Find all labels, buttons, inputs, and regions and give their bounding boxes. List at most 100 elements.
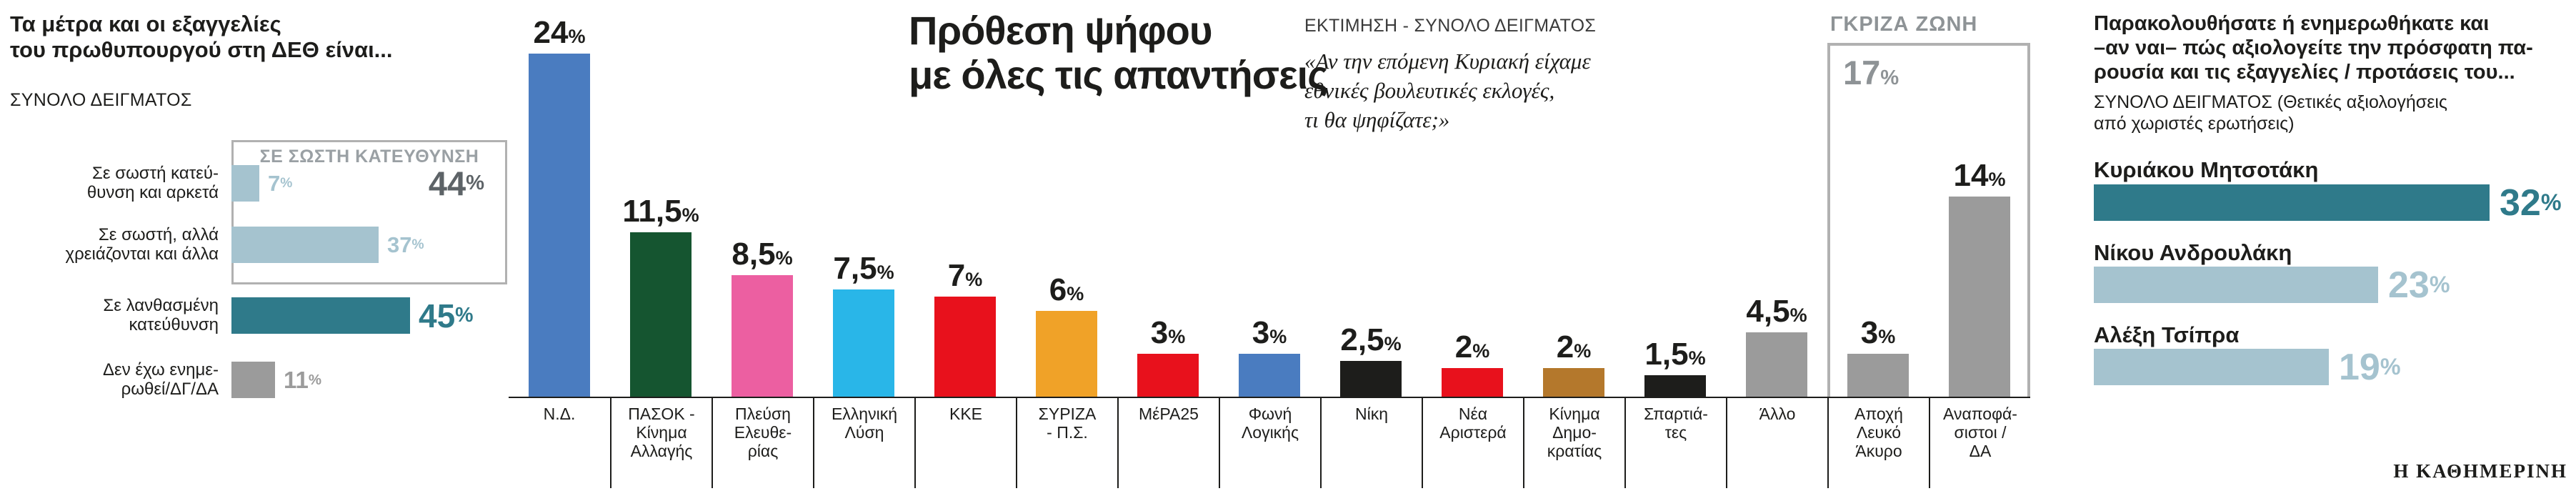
party-value-label: 2% [1557, 332, 1592, 363]
party-column: 2,5% [1320, 324, 1422, 397]
left-sample-label: ΣΥΝΟΛΟ ΔΕΙΓΜΑΤΟΣ [10, 90, 192, 110]
politician-label: Νίκου Ανδρουλάκη [2094, 240, 2292, 265]
party-column: 7,5% [813, 253, 914, 397]
right-chart-title: Παρακολουθήσατε ή ενημερωθήκατε και –αν … [2094, 12, 2533, 84]
party-bar [1543, 368, 1604, 397]
percent-sign: % [682, 204, 699, 226]
party-label: ΜέΡΑ25 [1117, 398, 1219, 488]
percent-sign: % [568, 26, 586, 47]
party-bar [1340, 361, 1402, 397]
party-label: Φωνή Λογικής [1219, 398, 1320, 488]
value-number: 24 [533, 15, 569, 50]
answer-value-label: 7% [268, 165, 292, 202]
answer-value-label: 37% [387, 227, 424, 263]
percent-sign: % [1688, 347, 1706, 369]
party-bar [732, 275, 793, 397]
party-label: Ν.Δ. [543, 405, 576, 423]
party-column: 8,5% [712, 239, 813, 397]
party-column: 3% [1117, 317, 1219, 397]
main-chart-subtitle: ΕΚΤΙΜΗΣΗ - ΣΥΝΟΛΟ ΔΕΙΓΜΑΤΟΣ [1304, 16, 1597, 36]
percent-sign: % [411, 237, 424, 252]
party-column: 2% [1422, 332, 1523, 397]
party-value-label: 2,5% [1340, 324, 1401, 356]
value-number: 23 [2388, 264, 2430, 306]
percent-sign: % [877, 262, 894, 283]
party-label: Κίνημα Δημο- κρατίας [1523, 398, 1624, 488]
party-bar [1137, 354, 1199, 397]
answer-bar [231, 165, 259, 202]
answer-label: Σε λανθασμένη κατεύθυνση [103, 296, 219, 334]
percent-sign: % [1168, 326, 1186, 347]
percent-sign: % [2429, 272, 2450, 297]
right-sample-label: ΣΥΝΟΛΟ ΔΕΙΓΜΑΤΟΣ (Θετικές αξιολογήσεις α… [2094, 92, 2447, 134]
percent-sign: % [1878, 326, 1896, 347]
newspaper-logo: Η ΚΑΘΗΜΕΡΙΝΗ [2393, 460, 2567, 482]
percent-sign: % [455, 304, 474, 327]
party-column: 11,5% [610, 196, 712, 397]
politician-bar [2094, 267, 2378, 303]
value-number: 11 [284, 366, 309, 393]
percent-sign: % [775, 247, 793, 269]
percent-sign: % [1067, 283, 1084, 304]
party-bar [833, 289, 894, 397]
value-number: 37 [387, 232, 412, 257]
party-label: Πλεύση Ελευθε- ρίας [712, 398, 813, 488]
percent-sign: % [1880, 66, 1899, 89]
party-column: 3% [1219, 317, 1320, 397]
party-value-label: 3% [1151, 317, 1186, 349]
party-column: 24% [509, 17, 610, 397]
party-value-label: 1,5% [1644, 339, 1705, 370]
poll-question: «Αν την επόμενη Κυριακή είχαμε εθνικές β… [1304, 49, 1591, 132]
party-column: 7% [914, 260, 1016, 397]
percent-sign: % [308, 371, 322, 388]
value-number: 2,5 [1340, 322, 1384, 357]
value-number: 3 [1860, 315, 1879, 350]
percent-sign: % [965, 269, 983, 290]
answer-label: Δεν έχω ενημε- ρωθεί/ΔΓ/ΔΑ [102, 360, 219, 399]
party-label: Νέα Αριστερά [1422, 398, 1523, 488]
answer-label: Σε σωστή κατεύ- θυνση και αρκετά [86, 164, 219, 202]
percent-sign: % [2380, 354, 2401, 380]
gray-zone-label: ΓΚΡΙΖΑ ΖΩΝΗ [1830, 13, 1978, 36]
right-direction-group-label: ΣΕ ΣΩΣΤΗ ΚΑΤΕΥΘΥΝΣΗ [259, 147, 479, 167]
party-bar [1644, 375, 1706, 397]
percent-sign: % [1384, 333, 1402, 354]
gray-zone-box [1827, 43, 2030, 397]
value-number: 3 [1150, 315, 1169, 350]
percent-sign: % [1574, 340, 1592, 362]
party-label: ΠΑΣΟΚ - Κίνημα Αλλαγής [610, 398, 712, 488]
main-chart-columns: 24% 11,5% 8,5% 7,5% 7% 6% 3% 3% 2,5% 2% 2% 1,5% 4,5%… [509, 0, 2030, 397]
party-value-label: 3% [1861, 317, 1896, 349]
main-chart-labels: Ν.Δ. ΠΑΣΟΚ - Κίνημα Αλλαγής Πλεύση Ελευθε-… [509, 397, 2030, 488]
party-column: 2% [1523, 332, 1624, 397]
party-label: Νίκη [1320, 398, 1422, 488]
percent-sign: % [1988, 169, 2006, 190]
party-bar [1442, 368, 1503, 397]
party-column: 3% [1827, 317, 1929, 397]
party-label: ΚΚΕ [914, 398, 1016, 488]
party-value-label: 7% [948, 260, 983, 292]
party-label: Σπαρτιά- τες [1624, 398, 1726, 488]
politician-label: Κυριάκου Μητσοτάκη [2094, 157, 2319, 182]
value-number: 6 [1049, 272, 1067, 307]
party-label: Αποχή Λευκό Άκυρο [1827, 398, 1929, 488]
party-bar [529, 54, 590, 397]
party-value-label: 14% [1954, 160, 2006, 192]
value-number: 3 [1252, 315, 1270, 350]
politician-label: Αλέξη Τσίπρα [2094, 322, 2240, 347]
gray-zone-value: 17% [1843, 53, 1899, 92]
party-value-label: 24% [534, 17, 586, 49]
group-value-number: 44 [428, 164, 466, 202]
value-number: 2 [1454, 329, 1473, 364]
value-number: 8,5 [732, 237, 776, 272]
party-bar [1847, 354, 1909, 397]
right-direction-group-box [231, 140, 507, 284]
percent-sign: % [466, 172, 484, 194]
answer-bar [231, 227, 379, 263]
answer-bar [231, 362, 275, 398]
value-number: 7,5 [833, 251, 877, 286]
left-chart-title: Τα μέτρα και οι εξαγγελίες του πρωθυπουρ… [10, 11, 393, 62]
percent-sign: % [1472, 340, 1490, 362]
percent-sign: % [1789, 304, 1807, 326]
party-bar [1746, 332, 1807, 397]
